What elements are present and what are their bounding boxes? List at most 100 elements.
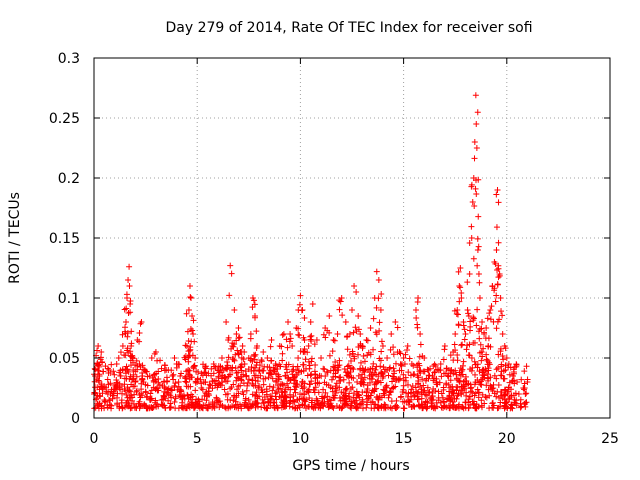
cluster-point bbox=[479, 366, 486, 373]
band-point bbox=[290, 397, 297, 404]
cluster-point bbox=[248, 367, 255, 374]
band-point bbox=[495, 404, 502, 411]
data-point bbox=[146, 373, 153, 379]
band-point bbox=[343, 401, 350, 408]
band-point bbox=[286, 391, 293, 398]
cluster-point bbox=[139, 369, 146, 376]
band-point bbox=[486, 392, 493, 399]
band-point bbox=[389, 385, 396, 392]
band-point bbox=[279, 402, 286, 409]
cluster-point bbox=[314, 374, 321, 381]
data-point bbox=[313, 337, 320, 343]
band-point bbox=[167, 403, 174, 410]
cluster-point bbox=[128, 328, 135, 335]
band-point bbox=[311, 387, 318, 394]
band-point bbox=[489, 399, 496, 406]
band-point bbox=[252, 398, 259, 405]
band-point bbox=[309, 404, 316, 411]
cluster-point bbox=[414, 299, 421, 306]
band-point bbox=[249, 402, 256, 409]
cluster-point bbox=[452, 367, 459, 374]
cluster-point bbox=[365, 366, 372, 373]
data-point bbox=[239, 343, 246, 349]
cluster-point bbox=[470, 315, 477, 322]
cluster-point bbox=[417, 370, 424, 377]
band-point bbox=[143, 394, 150, 401]
data-point bbox=[132, 379, 139, 385]
band-point bbox=[116, 369, 123, 376]
cluster-point bbox=[376, 327, 383, 334]
cluster-point bbox=[189, 327, 196, 334]
data-point bbox=[475, 271, 482, 277]
grid-lines bbox=[94, 58, 610, 418]
data-point bbox=[268, 337, 275, 343]
cluster-point bbox=[283, 366, 290, 373]
cluster-point bbox=[339, 312, 346, 319]
cluster-point bbox=[269, 375, 276, 382]
band-point bbox=[391, 370, 398, 377]
cluster-point bbox=[124, 329, 131, 336]
cluster-point bbox=[460, 322, 467, 329]
band-point bbox=[232, 398, 239, 405]
band-point bbox=[326, 396, 333, 403]
band-point bbox=[213, 399, 220, 406]
cluster-point bbox=[182, 374, 189, 381]
band-point bbox=[481, 400, 488, 407]
band-point bbox=[345, 362, 352, 369]
band-point bbox=[429, 393, 436, 400]
band-point bbox=[425, 375, 432, 382]
cluster-point bbox=[336, 297, 343, 304]
cluster-point bbox=[133, 357, 140, 364]
band-point bbox=[161, 402, 168, 409]
data-point bbox=[188, 295, 195, 301]
band-point bbox=[245, 396, 252, 403]
band-point bbox=[171, 384, 178, 391]
cluster-point bbox=[308, 332, 315, 339]
cluster-point bbox=[289, 371, 296, 378]
cluster-point bbox=[360, 376, 367, 383]
band-point bbox=[123, 391, 130, 398]
cluster-point bbox=[187, 346, 194, 353]
data-point bbox=[326, 313, 333, 319]
band-point bbox=[194, 375, 201, 382]
cluster-point bbox=[494, 318, 501, 325]
data-points bbox=[91, 92, 531, 412]
band-point bbox=[428, 404, 435, 411]
band-point bbox=[143, 368, 150, 375]
cluster-point bbox=[355, 326, 362, 333]
cluster-point bbox=[226, 292, 233, 299]
band-point bbox=[249, 401, 256, 408]
cluster-point bbox=[402, 351, 409, 358]
band-point bbox=[221, 404, 228, 411]
cluster-point bbox=[476, 325, 483, 332]
y-tick-label: 0.15 bbox=[49, 231, 80, 247]
band-point bbox=[410, 402, 417, 409]
band-point bbox=[161, 367, 168, 374]
band-point bbox=[501, 405, 508, 412]
band-point bbox=[137, 394, 144, 401]
cluster-point bbox=[251, 301, 258, 308]
cluster-point bbox=[454, 352, 461, 359]
band-point bbox=[493, 393, 500, 400]
band-point bbox=[162, 405, 169, 412]
band-point bbox=[435, 394, 442, 401]
band-point bbox=[364, 382, 371, 389]
cluster-point bbox=[493, 292, 500, 299]
band-point bbox=[340, 376, 347, 383]
band-point bbox=[98, 402, 105, 409]
cluster-point bbox=[121, 375, 128, 382]
band-point bbox=[322, 389, 329, 396]
cluster-point bbox=[364, 337, 371, 344]
y-tick-label: 0.05 bbox=[49, 351, 80, 367]
band-point bbox=[479, 391, 486, 398]
band-point bbox=[438, 390, 445, 397]
band-point bbox=[147, 395, 154, 402]
data-point bbox=[425, 367, 432, 373]
band-point bbox=[306, 394, 313, 401]
data-point bbox=[524, 379, 531, 385]
band-point bbox=[508, 386, 515, 393]
cluster-point bbox=[277, 363, 284, 370]
band-point bbox=[162, 395, 169, 402]
band-point bbox=[356, 392, 363, 399]
cluster-point bbox=[440, 370, 447, 377]
